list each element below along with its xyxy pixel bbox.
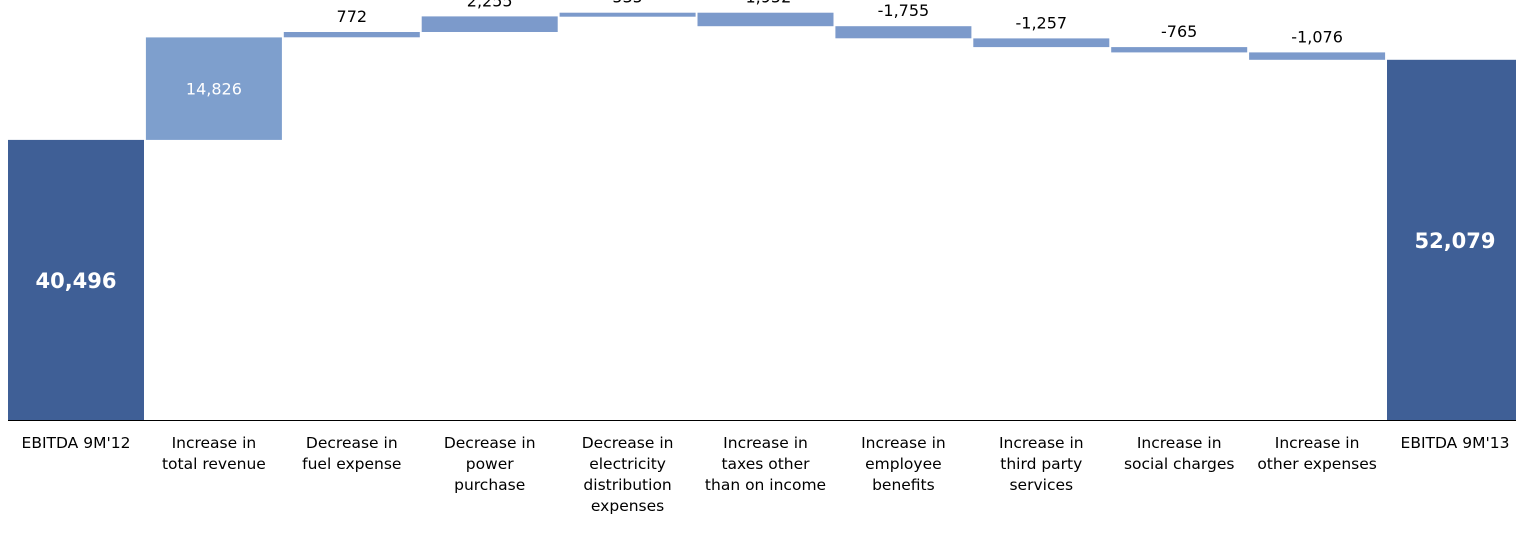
bars-group [8, 12, 1516, 421]
category-label-line: Increase in [999, 434, 1084, 452]
category-label-line: Decrease in [444, 434, 536, 452]
category-label-line: other expenses [1257, 455, 1377, 473]
value-label-7: -1,755 [878, 1, 930, 20]
bar-11 [1387, 59, 1516, 421]
value-label-6: -1,952 [740, 0, 792, 7]
category-label-line: social charges [1124, 455, 1235, 473]
category-label-7: Increase in employee benefits [861, 434, 946, 494]
category-label-line: benefits [872, 476, 935, 494]
category-label-line: Increase in [1137, 434, 1222, 452]
category-labels-group: EBITDA 9M'12 Increase in total revenue Decr… [22, 434, 1510, 515]
category-label-line: Decrease in [582, 434, 674, 452]
category-label-line: expenses [591, 497, 664, 515]
category-label-4: Decrease in power purchase [444, 434, 536, 494]
category-label-line: EBITDA 9M'12 [22, 434, 131, 452]
value-label-11: 52,079 [1414, 229, 1495, 253]
bar-2 [145, 37, 282, 140]
category-label-8: Increase in third party services [999, 434, 1084, 494]
bar-3 [283, 32, 420, 38]
category-label-line: EBITDA 9M'13 [1401, 434, 1510, 452]
category-label-line: Increase in [723, 434, 808, 452]
bar-9 [1111, 47, 1248, 53]
value-labels-group: 40,496 14,826 772 2,255 535 -1,952 -1,755 -1,25… [35, 0, 1495, 293]
category-label-line: employee [865, 455, 942, 473]
value-label-4: 2,255 [467, 0, 513, 10]
value-label-5: 535 [612, 0, 643, 7]
bar-1 [8, 139, 144, 420]
value-label-1: 40,496 [35, 269, 116, 293]
category-label-9: Increase in social charges [1124, 434, 1235, 473]
bar-5 [559, 12, 696, 17]
value-label-8: -1,257 [1016, 13, 1068, 32]
category-label-line: power [466, 455, 515, 473]
category-label-line: services [1009, 476, 1073, 494]
category-label-line: Increase in [1275, 434, 1360, 452]
category-label-2: Increase in total revenue [162, 434, 266, 473]
category-label-line: taxes other [721, 455, 810, 473]
category-label-6: Increase in taxes other than on income [705, 434, 826, 494]
category-label-line: fuel expense [302, 455, 401, 473]
category-label-line: Increase in [172, 434, 257, 452]
category-label-3: Decrease in fuel expense [302, 434, 401, 473]
category-label-1: EBITDA 9M'12 [22, 434, 131, 452]
category-label-10: Increase in other expenses [1257, 434, 1377, 473]
value-label-9: -765 [1161, 22, 1197, 41]
category-label-line: purchase [454, 476, 525, 494]
value-label-10: -1,076 [1291, 27, 1343, 46]
category-label-5: Decrease in electricity distribution expens… [582, 434, 674, 515]
bar-8 [973, 38, 1110, 48]
bar-7 [835, 26, 972, 39]
category-label-line: than on income [705, 476, 826, 494]
category-label-line: distribution [583, 476, 671, 494]
bar-4 [421, 16, 558, 32]
value-label-2: 14,826 [186, 80, 242, 99]
category-label-line: Increase in [861, 434, 946, 452]
value-label-3: 772 [337, 7, 368, 26]
category-label-line: third party [1000, 455, 1082, 473]
category-label-line: Decrease in [306, 434, 398, 452]
category-label-line: electricity [589, 455, 666, 473]
bar-10 [1249, 52, 1386, 60]
bar-6 [697, 12, 834, 27]
category-label-line: total revenue [162, 455, 266, 473]
category-label-11: EBITDA 9M'13 [1401, 434, 1510, 452]
